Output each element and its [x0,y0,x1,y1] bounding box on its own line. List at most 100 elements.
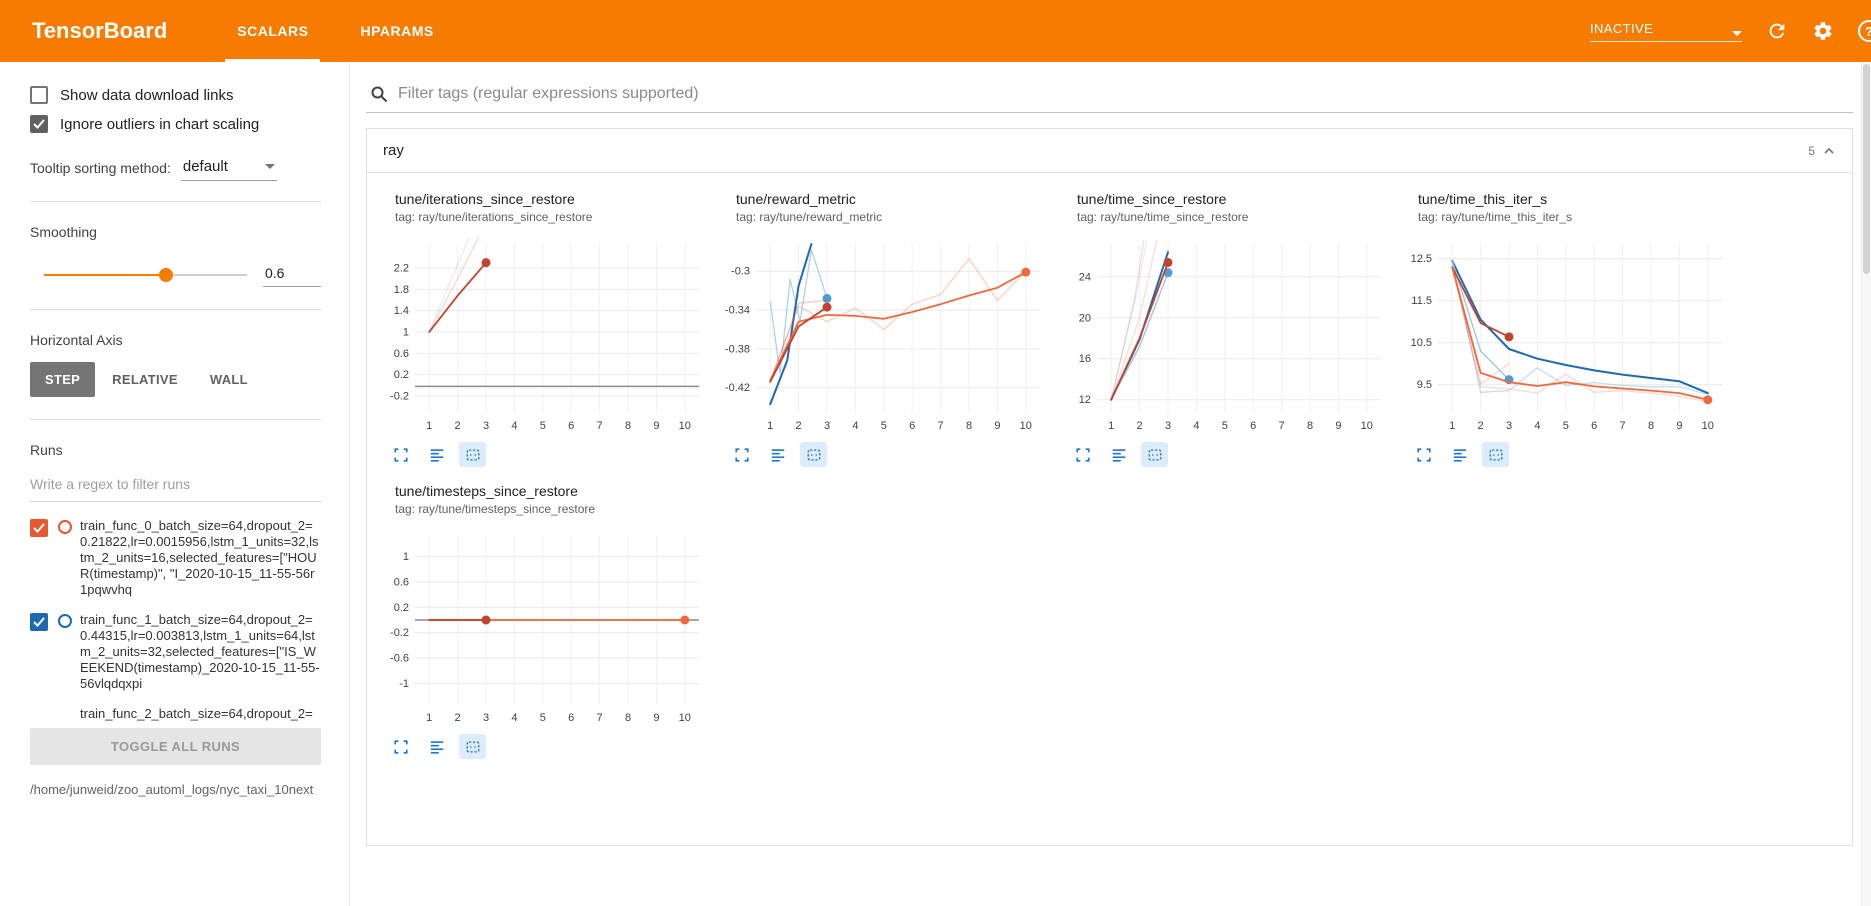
fullscreen-button[interactable] [387,442,414,467]
fullscreen-button[interactable] [728,442,755,467]
series-run0-smoothed [769,306,828,383]
dropdown-arrow-icon [264,164,275,169]
final-value-dot [1703,395,1713,405]
scalar-chart-card: tune/reward_metric tag: ray/tune/reward_m… [716,191,1057,467]
runs-list-button[interactable] [423,442,450,467]
tag-group-count: 5 [1808,143,1815,158]
ignore-outliers-row[interactable]: Ignore outliers in chart scaling [30,115,321,133]
help-button[interactable]: ? [1858,20,1871,42]
svg-text:10: 10 [1702,420,1714,432]
refresh-button[interactable] [1766,20,1788,42]
divider [30,419,321,420]
divider [30,309,321,310]
chart-title: tune/time_since_restore [1077,191,1227,207]
chart-canvas[interactable]: 1 2 3 4 5 6 7 8 9 10 2.2 1.8 1.4 1 0.6 0.2 -0.2 [375,236,705,438]
smoothing-slider-fill [44,273,166,276]
svg-text:1.8: 1.8 [394,284,409,296]
ignore-outliers-checkbox[interactable] [30,115,48,133]
fit-domain-icon [807,448,820,461]
fit-domain-button[interactable] [1141,442,1168,467]
fullscreen-button[interactable] [1410,442,1437,467]
svg-text:9: 9 [994,420,1000,432]
smoothing-slider-thumb[interactable] [158,267,173,282]
smoothing-slider[interactable] [44,267,247,282]
svg-text:2.2: 2.2 [394,263,409,275]
smoothing-row: 0.6 [44,262,321,287]
fit-domain-button[interactable] [1482,442,1509,467]
tab-hparams[interactable]: HPARAMS [360,23,434,39]
final-value-dot [822,302,832,312]
smoothing-value[interactable]: 0.6 [263,262,321,287]
run-checkbox[interactable] [30,613,48,631]
final-value-dot [822,293,832,303]
svg-text:24: 24 [1079,271,1091,283]
scalar-chart-card: tune/time_since_restore tag: ray/tune/tim… [1057,191,1398,467]
svg-text:9: 9 [653,420,659,432]
series-run1-raw [769,249,828,374]
chart-actions [1410,442,1739,467]
show-download-checkbox[interactable] [30,86,48,104]
chart-canvas[interactable]: 1 2 3 4 5 6 7 8 9 10 1 0.6 0.2 -0.2 -0.6 -1 [375,528,705,730]
run-solo-radio[interactable] [58,520,72,534]
runs-list-icon [1453,448,1466,462]
svg-text:8: 8 [625,712,631,724]
svg-text:7: 7 [597,712,603,724]
toggle-all-runs-button[interactable]: TOGGLE ALL RUNS [30,728,321,765]
svg-text:6: 6 [1250,420,1256,432]
divider [30,201,321,202]
runs-filter-input[interactable] [30,468,321,502]
runs-list-icon [430,448,443,462]
fit-domain-button[interactable] [800,442,827,467]
svg-text:7: 7 [1279,420,1285,432]
fit-domain-icon [1148,448,1161,461]
runs-list-button[interactable] [423,734,450,759]
svg-text:-0.42: -0.42 [725,382,750,394]
series-run2-smoothed [1451,266,1709,401]
scrollbar-thumb[interactable] [1863,64,1870,274]
runs-list-button[interactable] [1446,442,1473,467]
runs-list: train_func_0_batch_size=64,dropout_2=0.2… [30,504,321,728]
chart-canvas[interactable]: 1 2 3 4 5 6 7 8 9 10 -0.3 -0.34 -0.38 -0.42 [716,236,1046,438]
fit-domain-button[interactable] [459,734,486,759]
tag-group-header[interactable]: ray 5 [367,129,1852,173]
fit-domain-button[interactable] [459,442,486,467]
svg-text:7: 7 [938,420,944,432]
runs-list-button[interactable] [1105,442,1132,467]
tooltip-sorting-dropdown[interactable]: default [180,155,277,181]
inactive-dropdown[interactable]: INACTIVE [1590,21,1742,42]
svg-text:9: 9 [1676,420,1682,432]
chevron-up-icon[interactable] [1822,144,1836,158]
axis-relative-button[interactable]: RELATIVE [97,362,193,397]
run-checkbox[interactable] [30,519,48,537]
chart-actions [387,734,716,759]
tab-scalars[interactable]: SCALARS [211,0,334,62]
horizontal-axis-buttons: STEP RELATIVE WALL [30,362,321,397]
chart-title: tune/timesteps_since_restore [395,483,578,499]
svg-text:2: 2 [455,420,461,432]
tag-filter-input[interactable] [398,85,1849,103]
svg-text:3: 3 [824,420,830,432]
svg-text:11.5: 11.5 [1411,295,1432,307]
fullscreen-button[interactable] [1069,442,1096,467]
fullscreen-icon [1075,447,1090,462]
run-item: train_func_0_batch_size=64,dropout_2=0.2… [30,518,321,598]
series-run1-smoothed [769,243,813,406]
axis-step-button[interactable]: STEP [30,362,96,397]
series-run1-final [1451,260,1510,381]
chart-actions [1069,442,1398,467]
show-download-row[interactable]: Show data download links [30,86,321,104]
svg-text:9: 9 [653,712,659,724]
series-run1-final [1110,272,1169,401]
svg-text:8: 8 [625,420,631,432]
svg-text:2: 2 [1478,420,1484,432]
run-solo-radio[interactable] [58,614,72,628]
runs-list-icon [771,448,784,462]
main-scrollbar [1861,62,1871,906]
settings-button[interactable] [1812,20,1834,42]
runs-list-button[interactable] [764,442,791,467]
svg-text:9.5: 9.5 [1417,379,1432,391]
fullscreen-button[interactable] [387,734,414,759]
axis-wall-button[interactable]: WALL [195,362,263,397]
chart-canvas[interactable]: 1 2 3 4 5 6 7 8 9 10 12.5 11.5 10.5 9.5 [1398,236,1728,438]
